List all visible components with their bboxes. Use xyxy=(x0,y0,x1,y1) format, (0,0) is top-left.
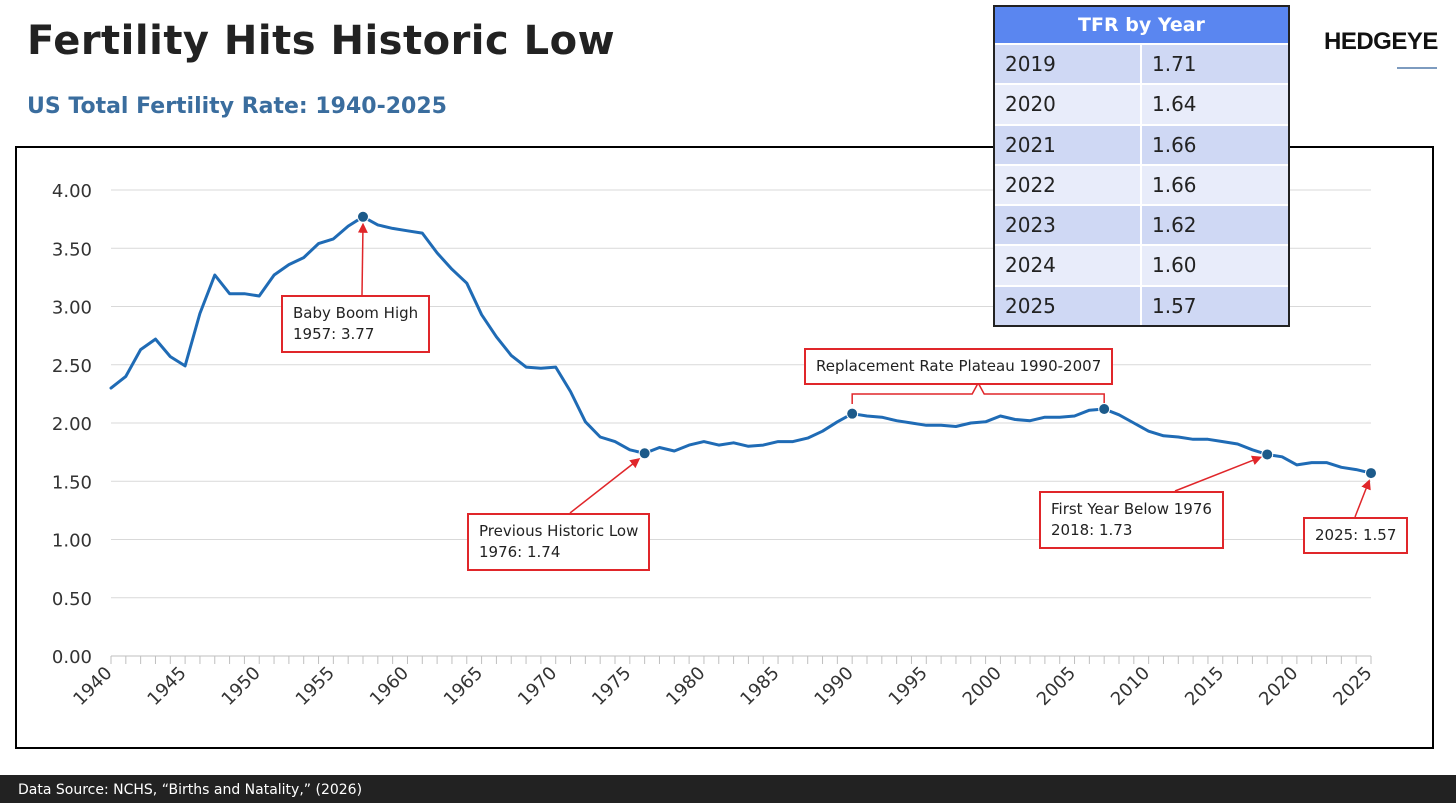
arrow-previous-low xyxy=(569,458,641,514)
x-tick-label: 1975 xyxy=(588,663,635,710)
highlight-point-2025 xyxy=(1365,467,1377,480)
y-tick-label: 4.00 xyxy=(52,181,92,202)
arrow-first-below xyxy=(1174,455,1263,492)
x-tick-label: 1970 xyxy=(514,663,561,710)
callout-baby-boom: Baby Boom High 1957: 3.77 xyxy=(281,295,431,353)
x-tick-label: 2015 xyxy=(1181,663,1228,710)
table-row: 2023 1.62 xyxy=(995,204,1288,245)
table-row: 2025 1.57 xyxy=(995,284,1288,326)
x-tick-label: 1945 xyxy=(143,663,190,710)
x-tick-label: 1940 xyxy=(69,663,116,710)
table-cell-year: 2020 xyxy=(995,85,1142,124)
table-cell-year: 2021 xyxy=(995,125,1142,164)
table-row: 2022 1.66 xyxy=(995,163,1288,205)
table-cell-value: 1.62 xyxy=(1152,213,1197,238)
callout-previous-low-value: 1976: 1.74 xyxy=(479,543,561,561)
y-tick-label: 1.50 xyxy=(52,472,92,493)
x-tick-label: 2000 xyxy=(959,663,1006,710)
table-cell-year: 2019 xyxy=(995,45,1142,84)
callout-latest-label: 2025: 1.57 xyxy=(1315,526,1397,544)
callout-baby-boom-value: 1957: 3.77 xyxy=(293,325,375,343)
table-cell-value: 1.60 xyxy=(1152,253,1197,278)
callout-first-below: First Year Below 1976 2018: 1.73 xyxy=(1039,491,1224,549)
x-tick-label: 1990 xyxy=(810,663,857,710)
tfr-by-year-table: TFR by Year 2019 1.71 2020 1.64 2021 1.6… xyxy=(993,5,1290,328)
highlight-markers xyxy=(357,210,1377,480)
table-cell-year: 2024 xyxy=(995,246,1142,285)
logo-underline xyxy=(1397,67,1437,69)
arrow-latest xyxy=(1354,479,1371,518)
callout-previous-low: Previous Historic Low 1976: 1.74 xyxy=(467,513,651,571)
x-tick-label: 1955 xyxy=(292,663,339,710)
page-title: Fertility Hits Historic Low xyxy=(27,18,616,64)
y-tick-label: 3.00 xyxy=(52,298,92,319)
x-tick-label: 1980 xyxy=(662,663,709,710)
callout-plateau-label: Replacement Rate Plateau 1990-2007 xyxy=(816,357,1102,375)
highlight-point-1957 xyxy=(357,210,369,223)
highlight-point-2007 xyxy=(1098,403,1111,416)
table-row: 2021 1.66 xyxy=(995,123,1288,164)
y-tick-label: 0.50 xyxy=(52,589,92,610)
x-tick-label: 1965 xyxy=(440,663,487,710)
y-tick-label: 2.00 xyxy=(52,414,92,435)
tfr-table-header: TFR by Year xyxy=(995,7,1288,43)
table-cell-year: 2025 xyxy=(995,286,1142,326)
table-row: 2019 1.71 xyxy=(995,43,1288,84)
callout-baby-boom-label: Baby Boom High xyxy=(293,304,419,322)
table-cell-value: 1.66 xyxy=(1152,132,1197,157)
y-tick-label: 3.50 xyxy=(52,239,92,260)
callout-previous-low-label: Previous Historic Low xyxy=(479,522,639,540)
callout-plateau: Replacement Rate Plateau 1990-2007 xyxy=(804,348,1114,385)
x-tick-label: 1950 xyxy=(218,663,265,710)
callout-latest: 2025: 1.57 xyxy=(1303,517,1409,554)
x-axis-ticks: 1940 1945 1950 1955 1960 1965 1970 1975 1980 1985… xyxy=(69,656,1377,710)
highlight-point-1990 xyxy=(846,407,859,420)
data-source-note: Data Source: NCHS, “Births and Natality,… xyxy=(18,782,363,798)
callout-first-below-value: 2018: 1.73 xyxy=(1051,521,1133,539)
x-tick-label: 2010 xyxy=(1107,663,1154,710)
x-tick-label: 2025 xyxy=(1329,663,1376,710)
callout-first-below-label: First Year Below 1976 xyxy=(1051,500,1212,518)
table-cell-year: 2022 xyxy=(995,165,1142,205)
y-tick-label: 2.50 xyxy=(52,356,92,377)
footer-bar: Data Source: NCHS, “Births and Natality,… xyxy=(0,775,1456,803)
series-line-fertility-rate xyxy=(109,215,1373,475)
x-tick-label: 2020 xyxy=(1255,663,1302,710)
table-cell-year: 2023 xyxy=(995,206,1142,245)
table-cell-value: 1.64 xyxy=(1152,92,1197,117)
table-cell-value: 1.71 xyxy=(1152,52,1197,76)
highlight-point-2018 xyxy=(1261,448,1274,461)
highlight-point-1976 xyxy=(638,447,651,460)
table-cell-value: 1.57 xyxy=(1152,293,1197,318)
y-tick-label: 1.00 xyxy=(52,531,92,552)
arrow-baby-boom xyxy=(357,222,368,296)
x-tick-label: 2005 xyxy=(1033,663,1080,710)
table-cell-value: 1.66 xyxy=(1152,172,1197,197)
hedgeye-logo: HEDGEYE xyxy=(1324,28,1438,55)
y-tick-label: 0.00 xyxy=(52,647,92,668)
plateau-bracket xyxy=(851,381,1105,404)
series-line xyxy=(109,215,1373,475)
chart-subtitle: US Total Fertility Rate: 1940-2025 xyxy=(27,94,447,119)
y-axis-ticks: 0.00 0.50 1.00 1.50 2.00 2.50 3.00 3.50 4.00 xyxy=(52,181,92,668)
table-row: 2024 1.60 xyxy=(995,244,1288,285)
x-tick-label: 1995 xyxy=(885,663,932,710)
x-tick-label: 1960 xyxy=(366,663,413,710)
table-row: 2020 1.64 xyxy=(995,83,1288,124)
x-tick-label: 1985 xyxy=(736,663,783,710)
